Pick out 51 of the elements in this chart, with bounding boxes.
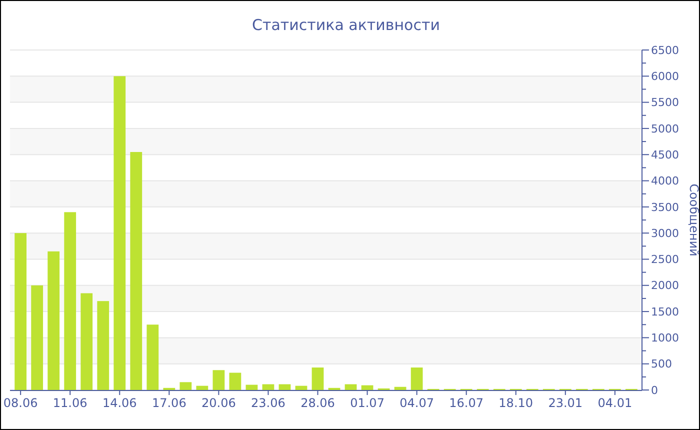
bar [114, 76, 126, 390]
x-tick-label: 20.06 [202, 396, 236, 410]
bar [97, 301, 110, 390]
y-tick-label: 1500 [651, 305, 679, 318]
bar [312, 368, 324, 390]
bar [180, 382, 192, 390]
bar [278, 384, 291, 390]
bar [262, 384, 274, 390]
bar [229, 372, 242, 390]
bar [14, 233, 27, 390]
y-tick-label: 0 [651, 384, 658, 397]
y-tick-label: 5000 [651, 122, 679, 136]
x-tick-label: 01.07 [350, 396, 384, 410]
bar [80, 293, 93, 390]
y-tick-label: 5500 [651, 96, 679, 110]
y-tick-label: 2500 [651, 253, 679, 266]
bar [410, 368, 423, 390]
bar [64, 212, 76, 390]
bar [246, 384, 258, 390]
bar [48, 251, 60, 390]
x-tick-label: 11.06 [52, 396, 88, 410]
y-tick-label: 1000 [651, 332, 679, 345]
y-tick-label: 3500 [651, 200, 679, 214]
chart-title: Статистика активности [252, 16, 440, 34]
x-tick-label: 16.07 [449, 396, 484, 410]
bar [361, 385, 374, 390]
bar [295, 386, 308, 390]
y-tick-label: 4000 [651, 174, 679, 188]
x-tick-label: 23.06 [251, 396, 286, 410]
bar [394, 386, 406, 390]
y-tick-label: 500 [651, 358, 672, 371]
x-tick-label: 23.01 [548, 396, 583, 410]
y-tick-label: 3000 [651, 226, 679, 240]
y-axis-title: Сообщений [687, 184, 700, 256]
bar [146, 324, 159, 390]
y-tick-label: 4500 [651, 148, 679, 162]
x-tick-label: 04.01 [598, 396, 632, 410]
y-tick-label: 2000 [651, 279, 679, 292]
y-tick-label: 6000 [651, 70, 679, 84]
bar [196, 386, 208, 390]
x-tick-label: 18.10 [498, 396, 534, 410]
y-tick-label: 6500 [651, 44, 679, 57]
x-tick-label: 17.06 [152, 396, 186, 410]
bar [344, 384, 357, 390]
x-tick-label: 08.06 [3, 396, 38, 410]
bar [212, 370, 225, 390]
x-tick-label: 28.06 [300, 396, 335, 410]
bar [130, 152, 142, 390]
bar [31, 285, 44, 390]
x-tick-label: 04.07 [400, 396, 434, 410]
x-tick-label: 14.06 [102, 396, 137, 410]
